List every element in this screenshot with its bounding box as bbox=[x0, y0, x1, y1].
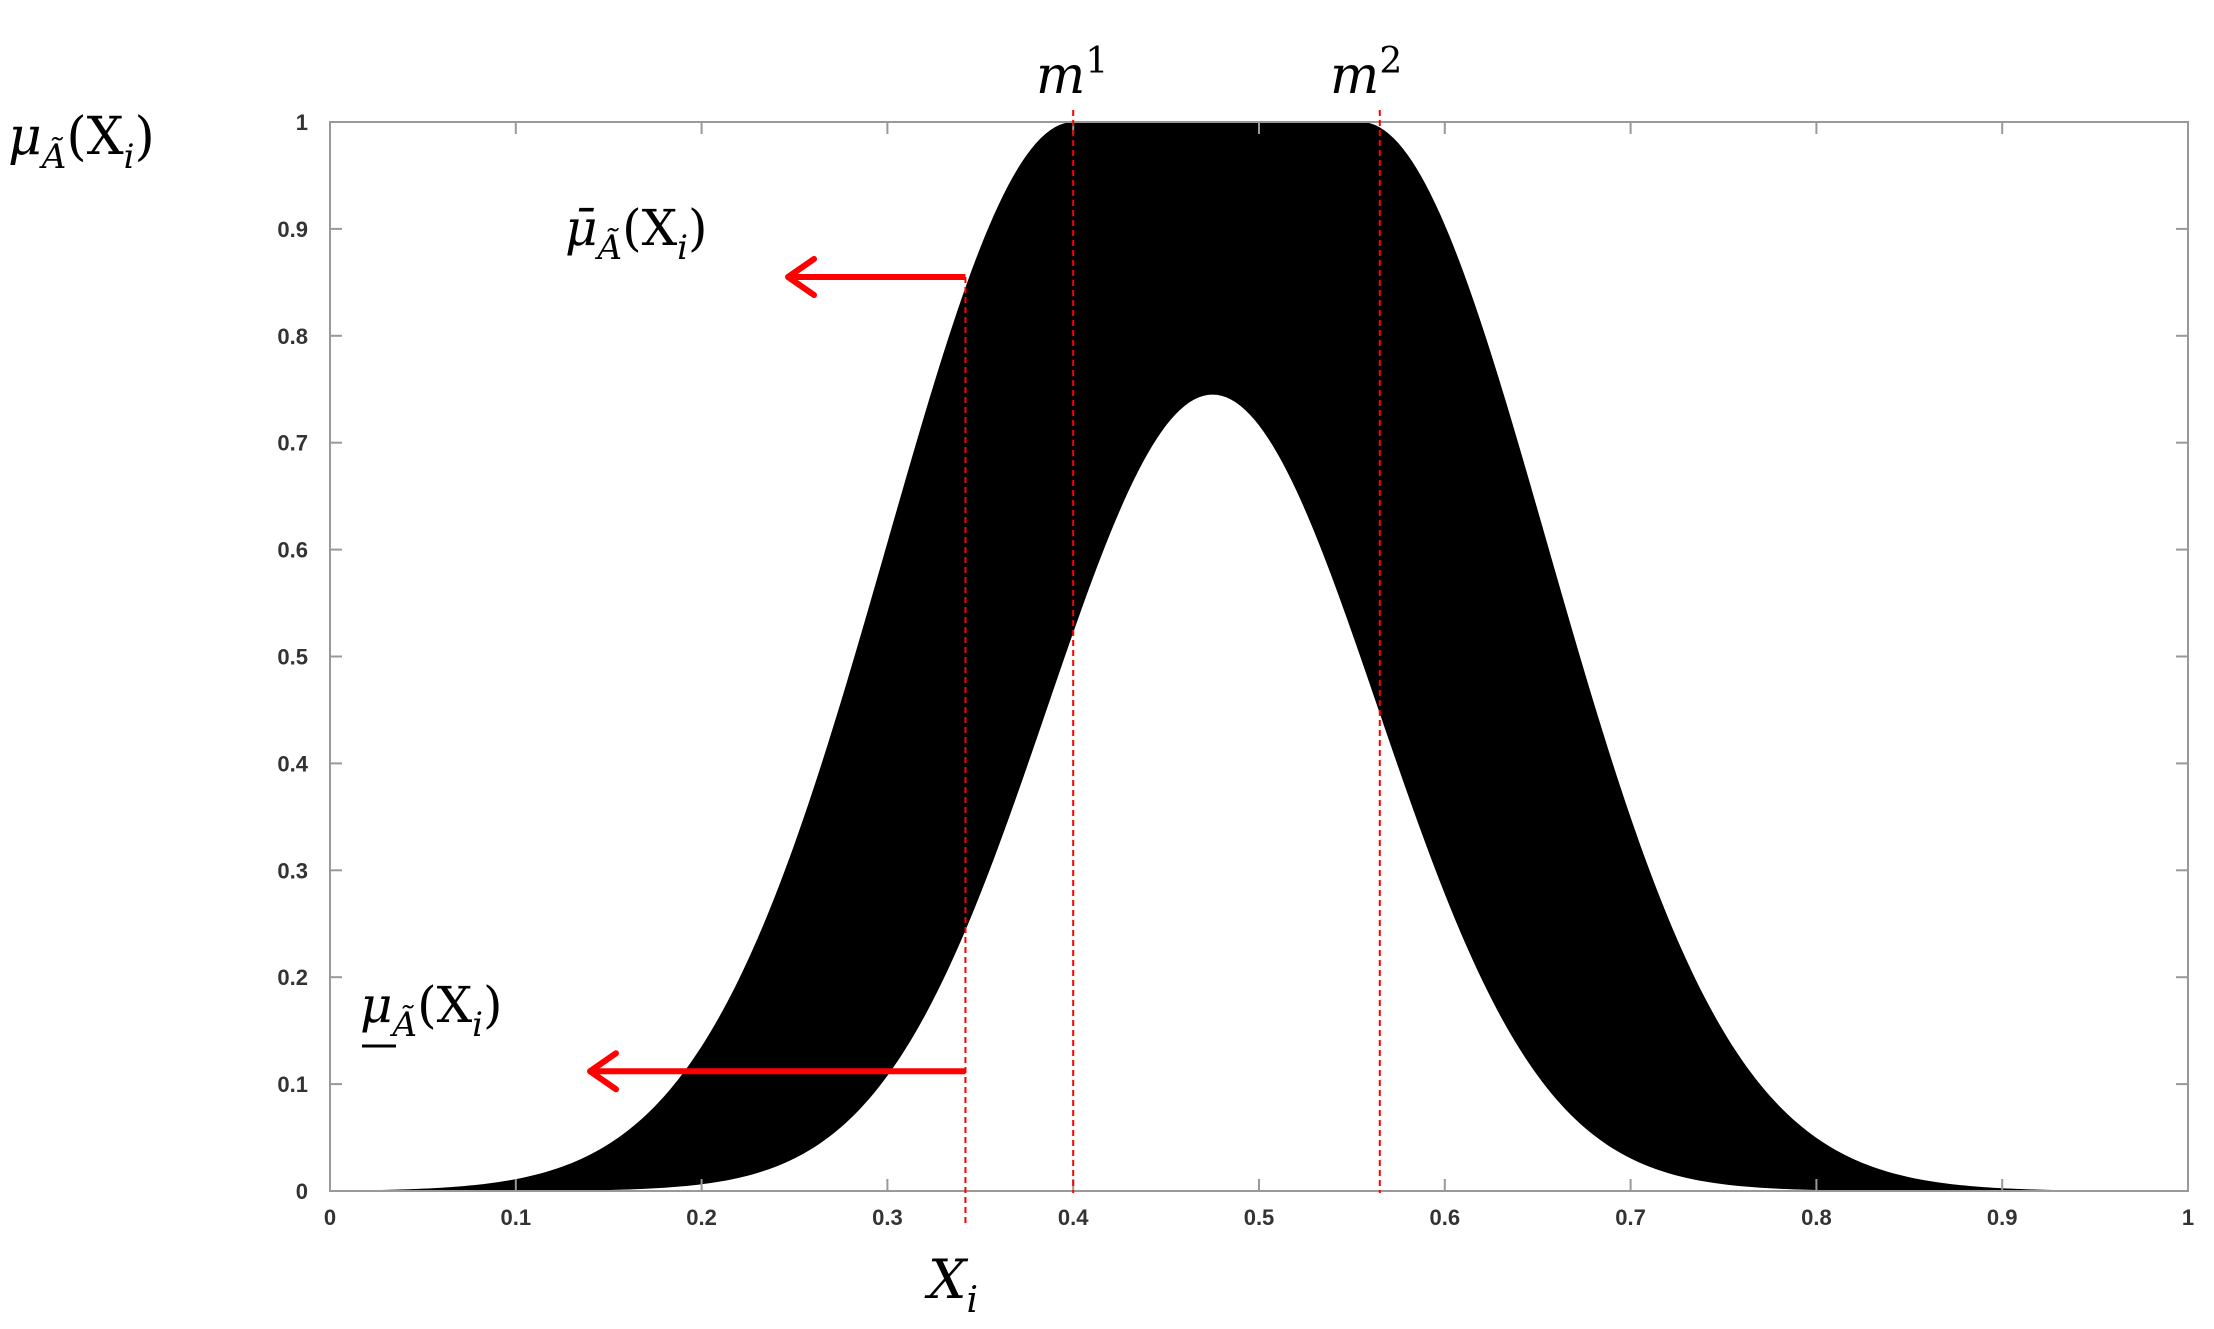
m2-label: m2 bbox=[1330, 41, 1402, 106]
upper-mf-arrow-head bbox=[785, 256, 817, 299]
y-axis-ticks: 0 0.1 0.2 0.3 0.4 0.5 0.6 0.7 0.8 0.9 1 bbox=[277, 110, 2188, 1204]
upper-mf-arrow bbox=[785, 256, 966, 299]
x-tick-label: 0.3 bbox=[872, 1205, 903, 1230]
y-tick-label: 0.4 bbox=[277, 751, 308, 776]
x-tick-label: 0.4 bbox=[1058, 1205, 1089, 1230]
m1-label: m1 bbox=[1036, 41, 1108, 106]
annotation-arrows bbox=[587, 256, 966, 1093]
x-tick-label: 0.8 bbox=[1801, 1205, 1832, 1230]
fou-band bbox=[330, 122, 2188, 1191]
y-tick-label: 0.3 bbox=[277, 858, 308, 883]
lower-mf-arrow-head bbox=[587, 1050, 619, 1093]
y-tick-label: 0.9 bbox=[277, 217, 308, 242]
y-axis-label: μÃ(Xi) bbox=[8, 107, 155, 177]
y-tick-label: 0 bbox=[296, 1179, 308, 1204]
x-tick-label: 0.6 bbox=[1430, 1205, 1461, 1230]
y-tick-label: 0.6 bbox=[277, 538, 308, 563]
y-tick-label: 0.5 bbox=[277, 645, 308, 670]
x-tick-label: 0.1 bbox=[501, 1205, 532, 1230]
upper-mf-label: μ̄Ã(Xi) bbox=[565, 199, 708, 268]
x-axis-label: Xi bbox=[924, 1248, 978, 1321]
lower-mf-arrow bbox=[587, 1050, 966, 1093]
y-tick-label: 0.8 bbox=[277, 324, 308, 349]
y-tick-label: 0.7 bbox=[277, 431, 308, 456]
x-tick-label: 0 bbox=[324, 1205, 336, 1230]
x-tick-label: 0.9 bbox=[1987, 1205, 2018, 1230]
x-tick-label: 1 bbox=[2182, 1205, 2194, 1230]
y-tick-label: 0.2 bbox=[277, 965, 308, 990]
lower-mf-label: μÃ(Xi) bbox=[360, 976, 503, 1045]
y-tick-label: 1 bbox=[296, 110, 308, 135]
x-tick-label: 0.2 bbox=[686, 1205, 717, 1230]
y-tick-label: 0.1 bbox=[277, 1072, 308, 1097]
x-tick-label: 0.5 bbox=[1244, 1205, 1275, 1230]
x-axis-ticks: 0 0.1 0.2 0.3 0.4 0.5 0.6 0.7 0.8 0.9 1 bbox=[324, 122, 2194, 1230]
x-tick-label: 0.7 bbox=[1615, 1205, 1646, 1230]
